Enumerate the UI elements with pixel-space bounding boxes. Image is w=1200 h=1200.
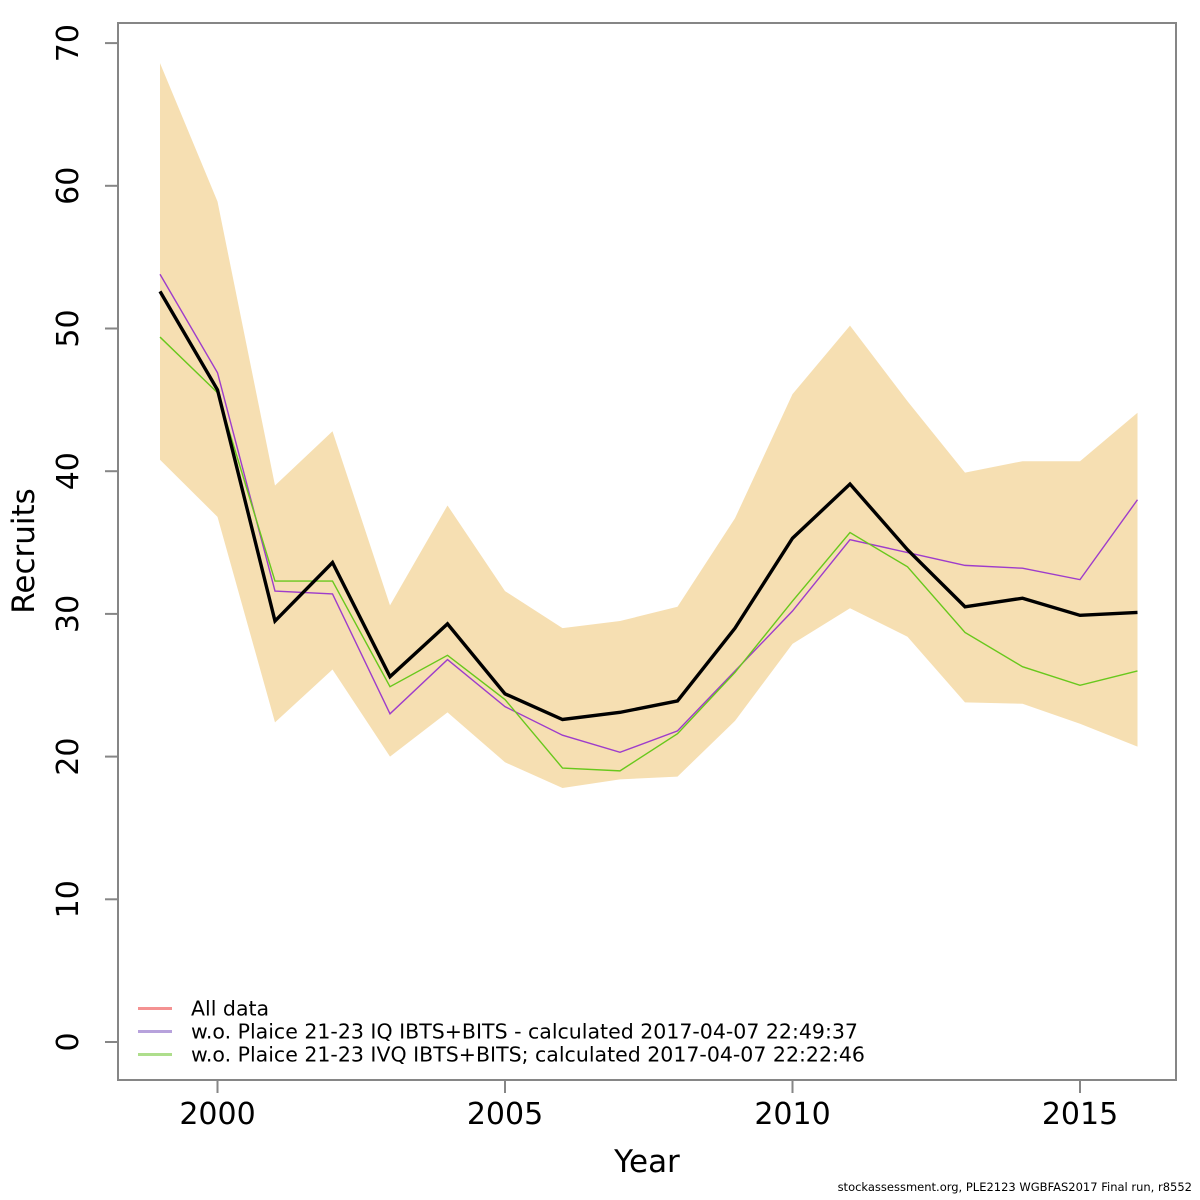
y-tick-label: 60	[51, 167, 86, 205]
x-axis-title: Year	[613, 1144, 680, 1180]
series-lines-group	[158, 273, 1139, 772]
y-tick-label: 0	[51, 1032, 86, 1051]
plot-border	[117, 22, 1177, 1081]
y-tick-label: 50	[51, 309, 86, 347]
y-tick-label: 20	[51, 738, 86, 776]
footer-text: stockassessment.org, PLE2123 WGBFAS2017 …	[838, 1180, 1192, 1194]
series-line-1	[159, 273, 1139, 754]
series-line-0	[158, 290, 1138, 722]
x-tick-label: 2005	[467, 1097, 543, 1132]
y-axis: 0 10 20 30 40 50 60 70	[51, 24, 118, 1052]
x-axis: 2000 2005 2010 2015	[179, 1080, 1118, 1132]
y-axis-title: Recruits	[6, 488, 42, 614]
legend-label: w.o. Plaice 21-23 IVQ IBTS+BITS; calcula…	[191, 1043, 865, 1067]
x-tick-label: 2000	[179, 1097, 255, 1132]
y-tick-label: 30	[51, 595, 86, 633]
y-tick-label: 40	[51, 452, 86, 490]
confidence-band-group	[160, 63, 1138, 788]
confidence-band	[160, 63, 1138, 788]
legend-label: w.o. Plaice 21-23 IQ IBTS+BITS - calcula…	[191, 1020, 858, 1044]
x-tick-label: 2015	[1042, 1097, 1118, 1132]
legend-label: All data	[191, 997, 269, 1021]
x-tick-label: 2010	[754, 1097, 830, 1132]
y-tick-label: 10	[51, 880, 86, 918]
series-line-2	[159, 336, 1138, 772]
y-tick-label: 70	[51, 24, 86, 62]
